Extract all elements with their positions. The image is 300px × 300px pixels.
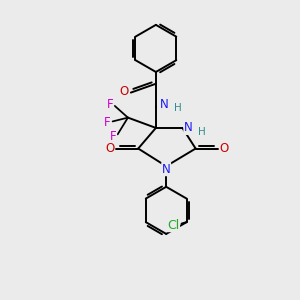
Text: H: H bbox=[198, 127, 206, 137]
Text: N: N bbox=[184, 122, 193, 134]
Text: F: F bbox=[107, 98, 114, 111]
Text: O: O bbox=[220, 142, 229, 155]
Text: F: F bbox=[110, 130, 116, 143]
Text: F: F bbox=[104, 116, 111, 128]
Text: O: O bbox=[120, 85, 129, 98]
Text: Cl: Cl bbox=[167, 219, 179, 232]
Text: N: N bbox=[160, 98, 169, 111]
Text: O: O bbox=[105, 142, 114, 155]
Text: H: H bbox=[174, 103, 182, 113]
Text: N: N bbox=[162, 163, 171, 176]
